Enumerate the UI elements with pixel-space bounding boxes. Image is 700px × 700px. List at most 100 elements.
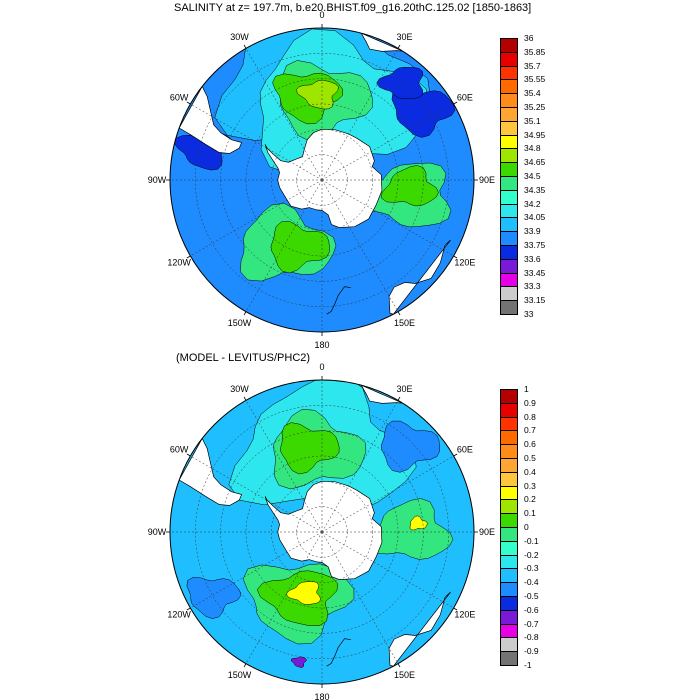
colorbar-label: 35.55: [524, 74, 546, 85]
colorbar-swatch: [500, 540, 518, 556]
colorbar-swatch: [500, 38, 518, 53]
colorbar-swatch: [500, 286, 518, 302]
colorbar-swatch: [500, 444, 518, 459]
contour-patch: [280, 422, 340, 475]
longitude-label: 0: [319, 362, 324, 372]
meridian-line: [190, 103, 323, 181]
colorbar-label: 0.5: [524, 453, 536, 463]
colorbar-swatch: [500, 176, 518, 191]
colorbar-label: 34.95: [524, 129, 546, 140]
contour-patch: [409, 515, 428, 531]
colorbar-swatch: [500, 499, 518, 515]
colorbar-swatch: [500, 51, 518, 67]
colorbar-swatch: [500, 651, 518, 666]
colorbar-label: -1: [524, 660, 532, 670]
colorbar-label: 0.1: [524, 508, 536, 519]
colorbar-label: -0.6: [524, 604, 539, 615]
colorbar-label: -0.5: [524, 591, 539, 601]
longitude-label: 90W: [148, 527, 167, 537]
colorbar-label: 0.2: [524, 494, 536, 505]
colorbar-swatch: [500, 162, 518, 177]
colorbar-swatch: [500, 231, 518, 246]
colorbar-swatch: [500, 148, 518, 164]
longitude-label: 90E: [479, 175, 495, 185]
longitude-label: 120E: [454, 610, 475, 620]
longitude-label: 150W: [228, 318, 252, 328]
meridian-line: [321, 179, 454, 257]
colorbar-swatch: [500, 107, 518, 122]
longitude-label: 30W: [230, 32, 249, 42]
longitude-label: 30W: [230, 384, 249, 394]
longitude-label: 60W: [170, 93, 189, 103]
contour-patch: [286, 581, 321, 605]
colorbar-label: 33.3: [524, 281, 541, 292]
colorbar-label: 0.9: [524, 397, 536, 408]
colorbar-swatch: [500, 416, 518, 432]
longitude-label: 150W: [228, 670, 252, 680]
new-zealand-land: [326, 638, 351, 667]
longitude-label: 90W: [148, 175, 167, 185]
colorbar-label: 0.4: [524, 466, 536, 477]
panel-2-title: (MODEL - LEVITUS/PHC2): [176, 352, 311, 364]
colorbar-swatch: [500, 582, 518, 597]
colorbar-swatch: [500, 258, 518, 274]
colorbar-swatch: [500, 458, 518, 473]
longitude-label: 90E: [479, 527, 495, 537]
meridian-line: [245, 400, 323, 533]
colorbar-swatch: [500, 527, 518, 542]
colorbar-swatch: [500, 65, 518, 81]
colorbar-swatch: [500, 554, 518, 570]
contour-patch: [270, 221, 330, 274]
latitude-line: [271, 481, 373, 583]
colorbar-label: 35.7: [524, 60, 541, 71]
colorbar-swatch: [500, 203, 518, 219]
longitude-label: 150E: [394, 318, 415, 328]
colorbar-label: 33.45: [524, 267, 546, 278]
meridian-line: [190, 179, 323, 257]
salinity-polar-map: 0 30E 60E 90E 120E 150E 180 150W 120W 90W 60W 30W: [148, 10, 495, 350]
longitude-label: 30E: [396, 32, 412, 42]
colorbar-label: -0.2: [524, 549, 539, 560]
colorbar-swatch: [500, 430, 518, 446]
longitude-label: 60E: [457, 93, 473, 103]
meridian-line: [321, 103, 454, 181]
colorbar-swatch: [500, 245, 518, 260]
longitude-label: 30E: [396, 384, 412, 394]
latitude-line: [195, 53, 449, 307]
colorbar-label: -0.8: [524, 632, 539, 643]
longitude-label: 180: [314, 340, 329, 350]
colorbar-label: 35.4: [524, 88, 541, 99]
colorbar-label: 35.1: [524, 115, 541, 126]
longitude-label: 120W: [167, 258, 191, 268]
meridian-line: [245, 48, 323, 181]
colorbar-swatch: [500, 120, 518, 136]
colorbar-swatch: [500, 189, 518, 205]
meridian-line: [190, 531, 323, 609]
longitude-label: 120W: [167, 610, 191, 620]
colorbar-swatch: [500, 623, 518, 639]
colorbar-label: 34.35: [524, 184, 546, 195]
new-zealand-land: [326, 286, 351, 315]
colorbar-label: 33: [524, 309, 534, 319]
meridian-line: [321, 531, 454, 609]
longitude-label: 180: [314, 692, 329, 700]
colorbar-label: 0.6: [524, 439, 536, 450]
colorbar-swatch: [500, 217, 518, 233]
colorbar-label: 34.2: [524, 198, 541, 209]
colorbar-swatch: [500, 300, 518, 315]
colorbar-label: 0.3: [524, 480, 536, 491]
colorbar-label: 33.9: [524, 226, 541, 237]
contour-patch: [381, 165, 439, 207]
colorbar-label: 33.6: [524, 253, 541, 264]
longitude-label: 60W: [170, 445, 189, 455]
colorbar-swatch: [500, 596, 518, 611]
colorbar-label: 34.8: [524, 143, 541, 154]
colorbar-label: 33.75: [524, 240, 546, 250]
colorbar-swatch: [500, 637, 518, 653]
longitude-label: 60E: [457, 445, 473, 455]
colorbar-label: 0: [524, 522, 529, 532]
meridian-line: [190, 455, 323, 533]
colorbar-label: -0.7: [524, 618, 539, 629]
difference-polar-map: 0 30E 60E 90E 120E 150E 180 150W 120W 90W 60W 30W: [148, 362, 495, 700]
meridian-line: [245, 531, 323, 664]
